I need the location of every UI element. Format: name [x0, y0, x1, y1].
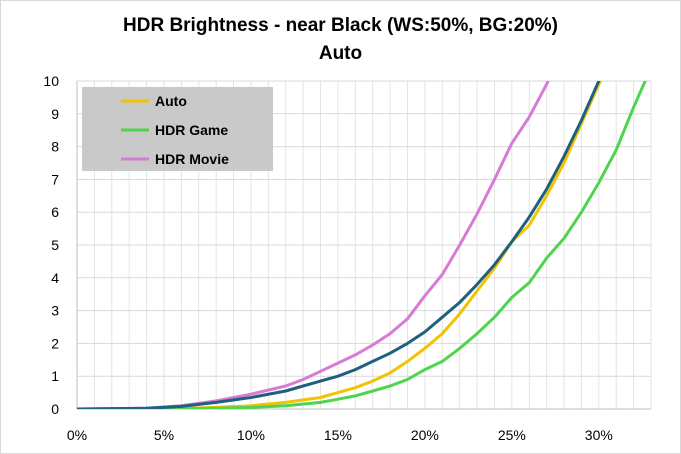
y-tick-label: 2	[51, 335, 59, 351]
x-tick-label: 30%	[585, 427, 613, 443]
x-tick-label: 0%	[67, 427, 87, 443]
chart-subtitle: Auto	[318, 43, 363, 64]
series-line-hdr-movie	[77, 81, 550, 409]
legend-box	[82, 87, 273, 171]
y-tick-label: 1	[51, 368, 59, 384]
series-line-auto	[77, 81, 603, 409]
y-tick-label: 6	[51, 204, 59, 220]
chart-title: HDR Brightness - near Black (WS:50%, BG:…	[123, 15, 558, 36]
x-tick-label: 10%	[237, 427, 265, 443]
y-tick-label: 5	[51, 237, 59, 253]
legend-entry: HDR Movie	[155, 151, 229, 167]
x-tick-label: 20%	[411, 427, 439, 443]
legend-entry: HDR Game	[155, 122, 228, 138]
y-tick-label: 4	[51, 270, 59, 286]
legend-entry: Auto	[155, 93, 187, 109]
y-tick-label: 3	[51, 303, 59, 319]
x-tick-label: 25%	[498, 427, 526, 443]
y-tick-label: 7	[51, 171, 59, 187]
y-tick-label: 9	[51, 106, 59, 122]
series-line-hdr-game	[77, 81, 647, 409]
y-tick-label: 0	[51, 401, 59, 417]
y-tick-label: 8	[51, 139, 59, 155]
series-layer	[77, 81, 647, 409]
x-tick-label: 15%	[324, 427, 352, 443]
series-line-unlabeled-3	[77, 81, 601, 409]
legend: Auto HDR Game HDR Movie	[82, 87, 273, 171]
tick-label-layer: 0 1 2 3 4 5 6 7 8 9 10 0% 5% 10% 15% 20% 25% 30%	[43, 73, 612, 443]
x-tick-label: 5%	[154, 427, 174, 443]
y-tick-label: 10	[43, 73, 59, 89]
